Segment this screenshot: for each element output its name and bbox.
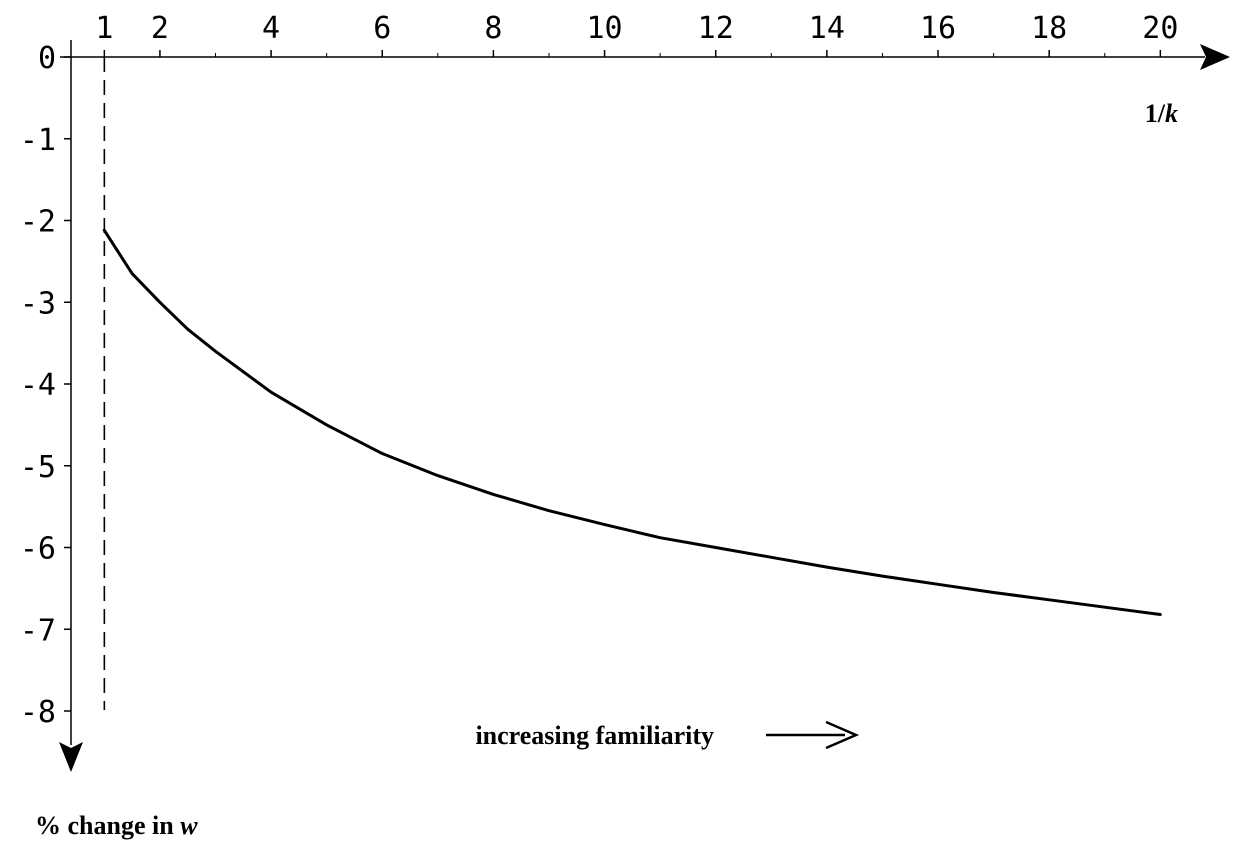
y-tick-label: -2 xyxy=(20,205,56,240)
y-tick-label: -6 xyxy=(20,532,56,567)
y-tick-label: -5 xyxy=(20,450,56,485)
y-tick-label: -1 xyxy=(20,123,56,158)
y-tick-label: -3 xyxy=(20,286,56,321)
y-tick-label: 0 xyxy=(38,41,56,76)
x-tick-label: 2 xyxy=(151,11,169,46)
annotation-arrow-icon xyxy=(825,720,860,750)
x-tick-label: 8 xyxy=(484,11,502,46)
x-tick-label: 1 xyxy=(95,11,113,46)
y-tick-label: -8 xyxy=(20,695,56,730)
x-tick-label: 16 xyxy=(920,11,956,46)
y-axis-arrow-icon xyxy=(59,742,83,772)
x-tick-label: 6 xyxy=(373,11,391,46)
x-axis-arrow-icon xyxy=(1200,44,1230,70)
x-tick-label: 18 xyxy=(1031,11,1067,46)
series-line xyxy=(102,228,1162,616)
y-axis-title: % change in w xyxy=(35,811,198,840)
y-tick-label: -7 xyxy=(20,613,56,648)
y-tick-label: -4 xyxy=(20,368,56,403)
annotation-text: increasing familiarity xyxy=(475,721,714,750)
x-tick-label: 12 xyxy=(698,11,734,46)
x-tick-label: 14 xyxy=(809,11,845,46)
x-tick-label: 4 xyxy=(262,11,280,46)
x-axis-title: 1/k xyxy=(1145,99,1178,128)
x-tick-label: 10 xyxy=(586,11,622,46)
x-tick-label: 20 xyxy=(1142,11,1178,46)
